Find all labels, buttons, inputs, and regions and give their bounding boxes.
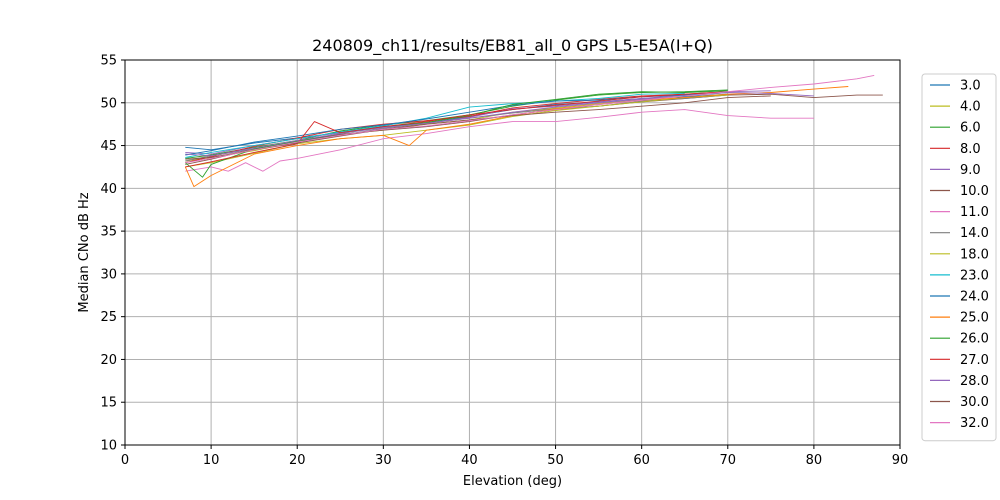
plot-frame xyxy=(124,59,901,446)
legend-label: 18.0 xyxy=(960,247,989,262)
x-tick-label: 30 xyxy=(375,453,392,468)
x-tick-label: 80 xyxy=(806,453,823,468)
x-axis-label: Elevation (deg) xyxy=(463,474,562,489)
y-tick-label: 35 xyxy=(100,225,117,240)
y-tick-label: 10 xyxy=(100,439,117,454)
legend-label: 9.0 xyxy=(960,163,981,178)
y-tick-label: 20 xyxy=(100,353,117,368)
y-tick-label: 30 xyxy=(100,267,117,282)
legend-label: 27.0 xyxy=(960,353,989,368)
legend-label: 14.0 xyxy=(960,226,989,241)
y-tick-label: 25 xyxy=(100,310,117,325)
x-tick-label: 40 xyxy=(461,453,478,468)
legend-box xyxy=(921,73,997,442)
series-line-26.0 xyxy=(185,90,728,178)
y-tick-label: 55 xyxy=(100,54,117,69)
legend-label: 8.0 xyxy=(960,142,981,157)
legend-label: 25.0 xyxy=(960,311,989,326)
series-layer xyxy=(184,74,883,188)
x-tick-label: 50 xyxy=(547,453,564,468)
x-tick-label: 10 xyxy=(203,453,220,468)
series-line-27.0 xyxy=(185,91,728,168)
x-tick-label: 0 xyxy=(121,453,129,468)
legend-label: 11.0 xyxy=(960,205,989,220)
y-tick-label: 15 xyxy=(100,396,117,411)
y-axis-label: Median CNo dB Hz xyxy=(77,192,92,312)
x-tick-label: 20 xyxy=(289,453,306,468)
series-line-23.0 xyxy=(185,92,685,158)
y-tick-label: 50 xyxy=(100,96,117,111)
legend-label: 32.0 xyxy=(960,416,989,431)
legend: 3.0 4.0 6.0 8.0 9.0 10.0 11.0 14.0 18.0 23.0 24.0 2… xyxy=(921,73,997,442)
legend-label: 30.0 xyxy=(960,395,989,410)
legend-label: 10.0 xyxy=(960,184,989,199)
y-tick-label: 45 xyxy=(100,139,117,154)
series-line-11.0 xyxy=(185,109,814,172)
legend-label: 24.0 xyxy=(960,290,989,305)
series-line-32.0 xyxy=(185,74,875,164)
legend-label: 23.0 xyxy=(960,268,989,283)
x-tick-label: 90 xyxy=(892,453,909,468)
series-line-25.0 xyxy=(184,86,849,188)
legend-label: 28.0 xyxy=(960,374,989,389)
x-tick-label: 60 xyxy=(633,453,650,468)
legend-label: 26.0 xyxy=(960,332,989,347)
ticks: 0 10 20 30 40 50 60 70 80 90 10 15 20 25 30 35 40 45 50 55 xyxy=(100,54,908,469)
legend-label: 3.0 xyxy=(960,79,981,94)
x-tick-label: 70 xyxy=(720,453,737,468)
chart-title: 240809_ch11/results/EB81_all_0 GPS L5-E5… xyxy=(312,36,713,56)
y-tick-label: 40 xyxy=(100,182,117,197)
legend-label: 4.0 xyxy=(960,100,981,115)
legend-label: 6.0 xyxy=(960,121,981,136)
